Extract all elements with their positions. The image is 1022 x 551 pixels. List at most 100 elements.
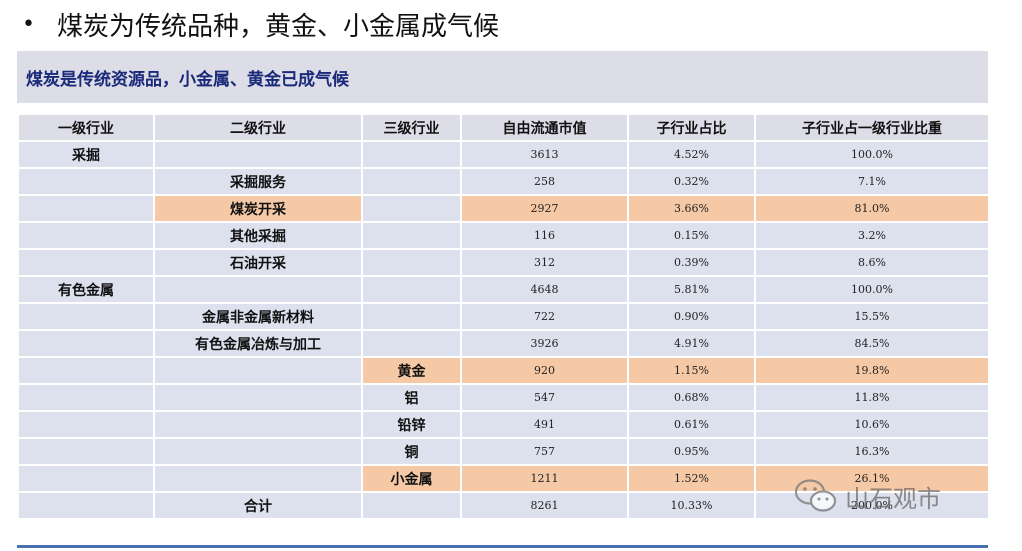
cell-level1: [19, 169, 153, 194]
cell-level3: 黄金: [363, 358, 460, 383]
table-row: 采掘 3613 4.52% 100.0%: [19, 142, 988, 167]
cell-level3: [363, 493, 460, 518]
watermark: 山石观市: [793, 474, 941, 518]
header-share: 子行业占比: [629, 115, 754, 140]
cell-level1: [19, 250, 153, 275]
table-row: 有色金属冶炼与加工 3926 4.91% 84.5%: [19, 331, 988, 356]
table-row: 煤炭开采 2927 3.66% 81.0%: [19, 196, 988, 221]
cell-level3: [363, 223, 460, 248]
cell-share: 4.52%: [629, 142, 754, 167]
cell-level2: 其他采掘: [155, 223, 361, 248]
cell-share: 10.33%: [629, 493, 754, 518]
cell-share: 0.90%: [629, 304, 754, 329]
cell-level1: [19, 331, 153, 356]
cell-level2: 煤炭开采: [155, 196, 361, 221]
cell-market-cap: 2927: [462, 196, 627, 221]
cell-level3: [363, 331, 460, 356]
cell-market-cap: 722: [462, 304, 627, 329]
cell-level2: [155, 412, 361, 437]
cell-level2: [155, 439, 361, 464]
header-market-cap: 自由流通市值: [462, 115, 627, 140]
cell-ratio: 19.8%: [756, 358, 988, 383]
cell-ratio: 3.2%: [756, 223, 988, 248]
cell-ratio: 10.6%: [756, 412, 988, 437]
cell-level2: 合计: [155, 493, 361, 518]
cell-level3: [363, 277, 460, 302]
cell-ratio: 200.0%: [756, 493, 988, 518]
cell-ratio: 84.5%: [756, 331, 988, 356]
cell-level3: [363, 169, 460, 194]
cell-market-cap: 312: [462, 250, 627, 275]
cell-market-cap: 1211: [462, 466, 627, 491]
cell-level3: [363, 142, 460, 167]
cell-market-cap: 116: [462, 223, 627, 248]
cell-ratio: 15.5%: [756, 304, 988, 329]
cell-ratio: 100.0%: [756, 277, 988, 302]
cell-ratio: 11.8%: [756, 385, 988, 410]
cell-market-cap: 4648: [462, 277, 627, 302]
cell-market-cap: 8261: [462, 493, 627, 518]
cell-level3: 铝: [363, 385, 460, 410]
cell-share: 0.39%: [629, 250, 754, 275]
cell-market-cap: 258: [462, 169, 627, 194]
table-row: 黄金 920 1.15% 19.8%: [19, 358, 988, 383]
cell-market-cap: 3613: [462, 142, 627, 167]
cell-level1: [19, 412, 153, 437]
header-ratio: 子行业占一级行业比重: [756, 115, 988, 140]
cell-level3: [363, 250, 460, 275]
cell-level2: 石油开采: [155, 250, 361, 275]
banner-text: 煤炭是传统资源品，小金属、黄金已成气候: [26, 69, 349, 90]
cell-level3: 铜: [363, 439, 460, 464]
cell-ratio: 7.1%: [756, 169, 988, 194]
header-level2: 二级行业: [155, 115, 361, 140]
cell-ratio: 81.0%: [756, 196, 988, 221]
cell-share: 4.91%: [629, 331, 754, 356]
cell-share: 1.15%: [629, 358, 754, 383]
cell-ratio: 8.6%: [756, 250, 988, 275]
cell-level1: [19, 439, 153, 464]
cell-market-cap: 757: [462, 439, 627, 464]
table-row: 有色金属 4648 5.81% 100.0%: [19, 277, 988, 302]
cell-level1: [19, 385, 153, 410]
header-level1: 一级行业: [19, 115, 153, 140]
cell-ratio: 26.1%: [756, 466, 988, 491]
cell-level1: 采掘: [19, 142, 153, 167]
cell-level2: [155, 277, 361, 302]
cell-share: 0.61%: [629, 412, 754, 437]
section-banner: 煤炭是传统资源品，小金属、黄金已成气候: [17, 51, 988, 103]
cell-level1: [19, 466, 153, 491]
bottom-divider: [17, 545, 988, 548]
table-row: 小金属 1211 1.52% 26.1%: [19, 466, 988, 491]
cell-level1: [19, 358, 153, 383]
cell-level1: [19, 304, 153, 329]
table-header-row: 一级行业 二级行业 三级行业 自由流通市值 子行业占比 子行业占一级行业比重: [19, 115, 988, 140]
cell-share: 0.95%: [629, 439, 754, 464]
cell-level2: 有色金属冶炼与加工: [155, 331, 361, 356]
cell-share: 3.66%: [629, 196, 754, 221]
cell-level2: 采掘服务: [155, 169, 361, 194]
header-level3: 三级行业: [363, 115, 460, 140]
cell-level2: [155, 358, 361, 383]
watermark-text: 山石观市: [845, 484, 941, 513]
slide-title: • 煤炭为传统品种，黄金、小金属成气候: [22, 4, 499, 44]
cell-ratio: 16.3%: [756, 439, 988, 464]
cell-market-cap: 491: [462, 412, 627, 437]
table-row: 采掘服务 258 0.32% 7.1%: [19, 169, 988, 194]
slide-title-text: 煤炭为传统品种，黄金、小金属成气候: [56, 11, 499, 42]
cell-share: 0.15%: [629, 223, 754, 248]
table-row: 金属非金属新材料 722 0.90% 15.5%: [19, 304, 988, 329]
cell-level1: [19, 196, 153, 221]
table-row: 合计 8261 10.33% 200.0%: [19, 493, 988, 518]
cell-level3: [363, 304, 460, 329]
table-row: 铅锌 491 0.61% 10.6%: [19, 412, 988, 437]
cell-level2: 金属非金属新材料: [155, 304, 361, 329]
cell-share: 0.32%: [629, 169, 754, 194]
cell-level1: [19, 223, 153, 248]
cell-ratio: 100.0%: [756, 142, 988, 167]
cell-market-cap: 547: [462, 385, 627, 410]
cell-share: 0.68%: [629, 385, 754, 410]
cell-level3: [363, 196, 460, 221]
cell-level3: 铅锌: [363, 412, 460, 437]
cell-market-cap: 3926: [462, 331, 627, 356]
table-body: 采掘 3613 4.52% 100.0% 采掘服务 258 0.32% 7.1% 煤炭开采 292…: [19, 142, 988, 518]
